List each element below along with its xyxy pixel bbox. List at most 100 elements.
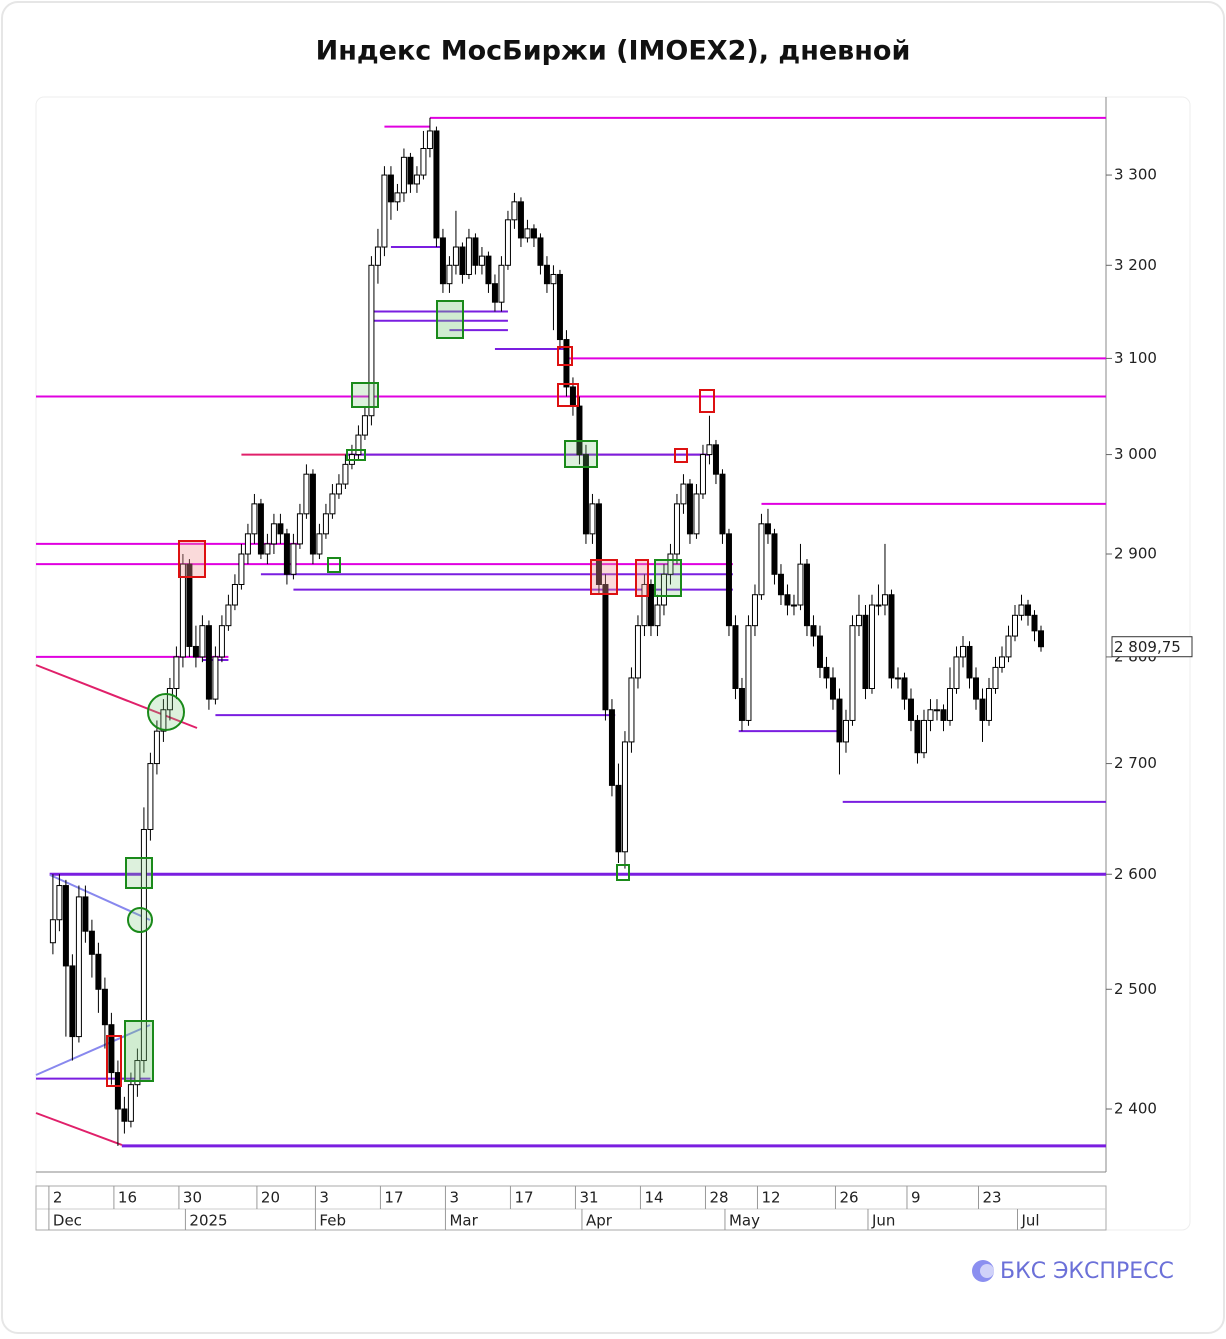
candle-body bbox=[758, 523, 765, 596]
x-tick-label: 28 bbox=[709, 1189, 728, 1207]
candle-body bbox=[511, 201, 518, 221]
candle-body bbox=[251, 503, 258, 535]
x-tick-label: 14 bbox=[644, 1189, 663, 1207]
candle-body bbox=[270, 523, 277, 545]
green-circle bbox=[127, 907, 153, 933]
candle-body bbox=[920, 719, 927, 754]
brand-logo bbox=[980, 1264, 994, 1278]
candle-body bbox=[1005, 635, 1012, 658]
candle-body bbox=[868, 604, 875, 690]
candle-body bbox=[322, 513, 329, 535]
candle-body bbox=[927, 709, 934, 721]
y-tick-label: 3 200 bbox=[1114, 256, 1157, 274]
candle-body bbox=[654, 604, 661, 627]
last-price-label: 2 809,75 bbox=[1114, 638, 1181, 656]
x-tick-label: 17 bbox=[514, 1189, 533, 1207]
x-tick-label: 3 bbox=[449, 1189, 459, 1207]
month-label: Jul bbox=[1020, 1212, 1039, 1230]
candle-body bbox=[537, 237, 544, 266]
candle-body bbox=[355, 434, 362, 456]
candle-body bbox=[485, 255, 492, 285]
candle-body bbox=[439, 237, 446, 285]
candle-body bbox=[472, 237, 479, 266]
candle-body bbox=[179, 563, 186, 658]
candle-body bbox=[186, 563, 193, 647]
candle-body bbox=[69, 965, 76, 1038]
x-tick-label: 3 bbox=[319, 1189, 329, 1207]
candle-body bbox=[1031, 614, 1038, 632]
candle-body bbox=[550, 273, 557, 285]
candle-body bbox=[114, 1072, 121, 1110]
candle-body bbox=[576, 405, 583, 456]
candle-body bbox=[543, 264, 550, 285]
x-tick-label: 23 bbox=[982, 1189, 1001, 1207]
y-tick-label: 2 400 bbox=[1114, 1100, 1157, 1118]
candle-body bbox=[524, 228, 531, 239]
candle-body bbox=[257, 503, 264, 555]
candle-body bbox=[303, 473, 310, 515]
candle-body bbox=[420, 148, 427, 176]
green-box bbox=[125, 857, 153, 889]
candle-body bbox=[205, 625, 212, 700]
candle-body bbox=[693, 493, 700, 535]
candle-body bbox=[199, 625, 206, 658]
candle-body bbox=[342, 463, 349, 485]
candle-body bbox=[673, 503, 680, 555]
candle-body bbox=[134, 1060, 141, 1086]
candle-body bbox=[446, 264, 453, 285]
candle-body bbox=[712, 444, 719, 475]
candle-body bbox=[992, 666, 999, 690]
candle-body bbox=[433, 130, 440, 239]
y-tick-label: 3 100 bbox=[1114, 349, 1157, 367]
candle-body bbox=[56, 885, 63, 921]
candle-body bbox=[192, 645, 199, 658]
candle-body bbox=[615, 784, 622, 853]
candle-body bbox=[290, 543, 297, 575]
candle-body bbox=[745, 625, 752, 721]
candle-body bbox=[491, 283, 498, 303]
green-circle bbox=[147, 693, 185, 731]
candle-body bbox=[790, 604, 797, 607]
candle-body bbox=[127, 1084, 134, 1122]
candle-body bbox=[985, 688, 992, 721]
red-box bbox=[106, 1035, 122, 1087]
candle-body bbox=[381, 174, 388, 248]
candle-body bbox=[478, 255, 485, 266]
green-box bbox=[124, 1020, 154, 1082]
candle-body bbox=[212, 656, 219, 700]
candle-body bbox=[95, 953, 102, 990]
candle-body bbox=[75, 896, 82, 1038]
candle-body bbox=[316, 533, 323, 555]
candle-body bbox=[907, 698, 914, 721]
green-box bbox=[327, 557, 341, 573]
x-tick-label: 31 bbox=[579, 1189, 598, 1207]
candle-body bbox=[959, 645, 966, 658]
chart-title: Индекс МосБиржи (IMOEX2), дневной bbox=[316, 36, 911, 67]
candle-body bbox=[901, 677, 908, 700]
candle-body bbox=[504, 219, 511, 266]
candle-body bbox=[556, 273, 563, 341]
candle-body bbox=[894, 677, 901, 680]
candle-body bbox=[309, 473, 316, 555]
y-tick-label: 2 500 bbox=[1114, 980, 1157, 998]
candle-body bbox=[621, 741, 628, 853]
candle-body bbox=[121, 1108, 128, 1122]
candle-body bbox=[829, 677, 836, 700]
candle-body bbox=[140, 828, 147, 1062]
candle-body bbox=[400, 156, 407, 194]
x-tick-label: 26 bbox=[839, 1189, 858, 1207]
month-label: Jun bbox=[871, 1212, 895, 1230]
candle-body bbox=[166, 688, 173, 711]
candle-body bbox=[771, 533, 778, 575]
candle-body bbox=[413, 174, 420, 185]
candle-body bbox=[517, 201, 524, 239]
candle-body bbox=[933, 709, 940, 712]
candle-body bbox=[667, 553, 674, 575]
candle-body bbox=[751, 594, 758, 627]
candle-body bbox=[1024, 604, 1031, 616]
candle-body bbox=[173, 656, 180, 690]
candle-body bbox=[732, 625, 739, 690]
candle-body bbox=[101, 988, 108, 1026]
x-tick-label: 20 bbox=[261, 1189, 280, 1207]
candle-body bbox=[875, 604, 882, 607]
